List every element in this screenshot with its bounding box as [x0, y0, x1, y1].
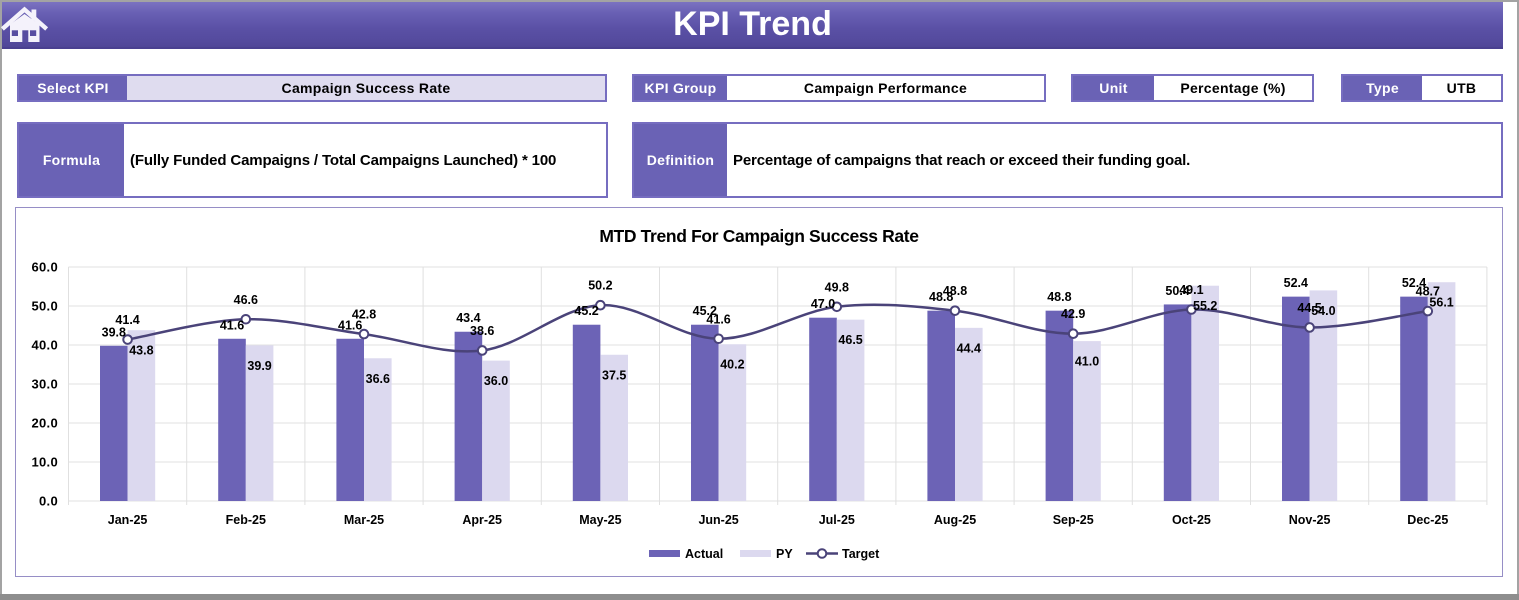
- svg-text:Sep-25: Sep-25: [1053, 513, 1094, 527]
- svg-text:Apr-25: Apr-25: [462, 513, 502, 527]
- svg-text:PY: PY: [776, 547, 793, 561]
- svg-text:50.2: 50.2: [588, 279, 612, 293]
- svg-text:41.6: 41.6: [220, 318, 244, 332]
- svg-text:48.8: 48.8: [943, 284, 967, 298]
- svg-text:52.4: 52.4: [1402, 276, 1426, 290]
- svg-text:46.5: 46.5: [838, 333, 862, 347]
- svg-text:48.8: 48.8: [1047, 290, 1071, 304]
- svg-text:50.0: 50.0: [31, 299, 58, 314]
- svg-text:40.2: 40.2: [720, 358, 744, 372]
- svg-text:39.8: 39.8: [102, 325, 126, 339]
- svg-text:44.5: 44.5: [1297, 301, 1321, 315]
- svg-text:May-25: May-25: [579, 513, 621, 527]
- svg-text:49.1: 49.1: [1179, 283, 1203, 297]
- svg-text:48.7: 48.7: [1416, 285, 1440, 299]
- svg-text:20.0: 20.0: [31, 416, 58, 431]
- svg-text:48.8: 48.8: [929, 290, 953, 304]
- svg-text:Mar-25: Mar-25: [344, 513, 384, 527]
- svg-text:Target: Target: [842, 547, 880, 561]
- svg-text:0.0: 0.0: [39, 494, 58, 509]
- svg-text:41.4: 41.4: [115, 313, 139, 327]
- svg-text:Jan-25: Jan-25: [108, 513, 148, 527]
- svg-text:46.6: 46.6: [234, 293, 258, 307]
- svg-text:Feb-25: Feb-25: [226, 513, 266, 527]
- svg-text:38.6: 38.6: [470, 324, 494, 338]
- svg-text:47.0: 47.0: [811, 297, 835, 311]
- svg-text:42.9: 42.9: [1061, 307, 1085, 321]
- svg-text:Jul-25: Jul-25: [819, 513, 855, 527]
- svg-text:44.4: 44.4: [957, 341, 981, 355]
- svg-text:43.4: 43.4: [456, 311, 480, 325]
- svg-text:45.2: 45.2: [693, 304, 717, 318]
- svg-text:Nov-25: Nov-25: [1289, 513, 1331, 527]
- svg-text:52.4: 52.4: [1284, 276, 1308, 290]
- svg-text:Aug-25: Aug-25: [934, 513, 976, 527]
- svg-text:60.0: 60.0: [31, 260, 58, 275]
- svg-text:42.8: 42.8: [352, 308, 376, 322]
- svg-text:50.4: 50.4: [1165, 284, 1189, 298]
- svg-text:56.1: 56.1: [1429, 296, 1453, 310]
- svg-text:Dec-25: Dec-25: [1407, 513, 1448, 527]
- svg-text:45.2: 45.2: [574, 304, 598, 318]
- svg-text:54.0: 54.0: [1311, 304, 1335, 318]
- svg-text:36.6: 36.6: [366, 372, 390, 386]
- svg-text:Jun-25: Jun-25: [698, 513, 738, 527]
- svg-text:41.0: 41.0: [1075, 355, 1099, 369]
- svg-text:43.8: 43.8: [129, 344, 153, 358]
- svg-text:40.0: 40.0: [31, 338, 58, 353]
- svg-text:41.6: 41.6: [706, 312, 730, 326]
- svg-text:37.5: 37.5: [602, 368, 626, 382]
- svg-text:36.0: 36.0: [484, 374, 508, 388]
- svg-text:41.6: 41.6: [338, 318, 362, 332]
- svg-text:Actual: Actual: [685, 547, 723, 561]
- svg-text:Oct-25: Oct-25: [1172, 513, 1211, 527]
- svg-text:39.9: 39.9: [247, 359, 271, 373]
- svg-text:55.2: 55.2: [1193, 299, 1217, 313]
- svg-text:30.0: 30.0: [31, 377, 58, 392]
- svg-text:10.0: 10.0: [31, 455, 58, 470]
- svg-text:49.8: 49.8: [825, 280, 849, 294]
